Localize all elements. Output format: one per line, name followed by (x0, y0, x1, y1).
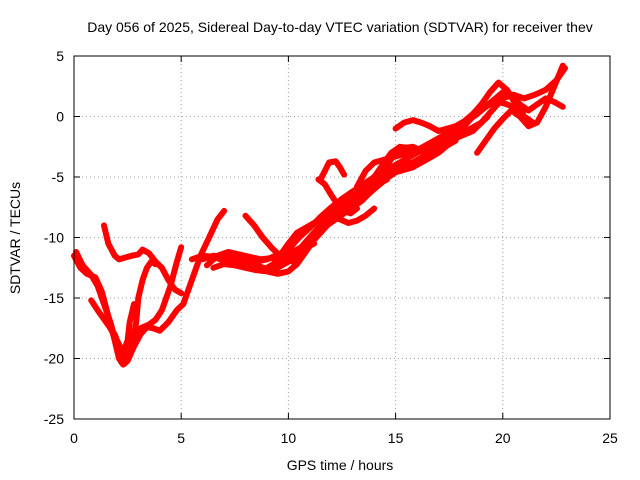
axis-ticks (73, 55, 611, 420)
x-tick-labels: 0 5 10 15 20 25 (70, 430, 618, 446)
y-tick-labels: -25 -20 -15 -10 -5 0 5 (44, 48, 64, 427)
series-line-arc-6 (107, 301, 137, 356)
y-tick-label: -10 (44, 230, 64, 246)
series-line-arc-5 (88, 258, 159, 362)
series-line-arc-4 (139, 246, 185, 297)
x-tick-label: 5 (177, 430, 185, 446)
y-tick-label: 5 (56, 48, 64, 64)
y-tick-label: -25 (44, 411, 64, 427)
series-line-arc-18 (392, 79, 536, 134)
series-line-arc-13 (276, 205, 378, 259)
x-tick-label: 10 (281, 430, 297, 446)
x-axis-title: GPS time / hours (287, 457, 394, 473)
y-axis-title: SDTVAR / TECUs (7, 182, 23, 294)
y-tick-label: -15 (44, 290, 64, 306)
series-line-arc-15 (315, 176, 360, 217)
series-line-arc-19 (474, 62, 566, 156)
y-tick-label: 0 (56, 109, 64, 125)
series-group (71, 62, 568, 368)
series-line-arc-3 (101, 222, 146, 263)
series-line-arc-16 (317, 158, 348, 183)
series-line-arc-14 (289, 137, 459, 265)
x-tick-label: 25 (602, 430, 618, 446)
x-tick-label: 20 (495, 430, 511, 446)
x-tick-label: 0 (70, 430, 78, 446)
y-tick-label: -5 (52, 169, 65, 185)
chart-title: Day 056 of 2025, Sidereal Day-to-day VTE… (87, 19, 593, 35)
y-tick-label: -20 (44, 351, 64, 367)
x-tick-label: 15 (388, 430, 404, 446)
